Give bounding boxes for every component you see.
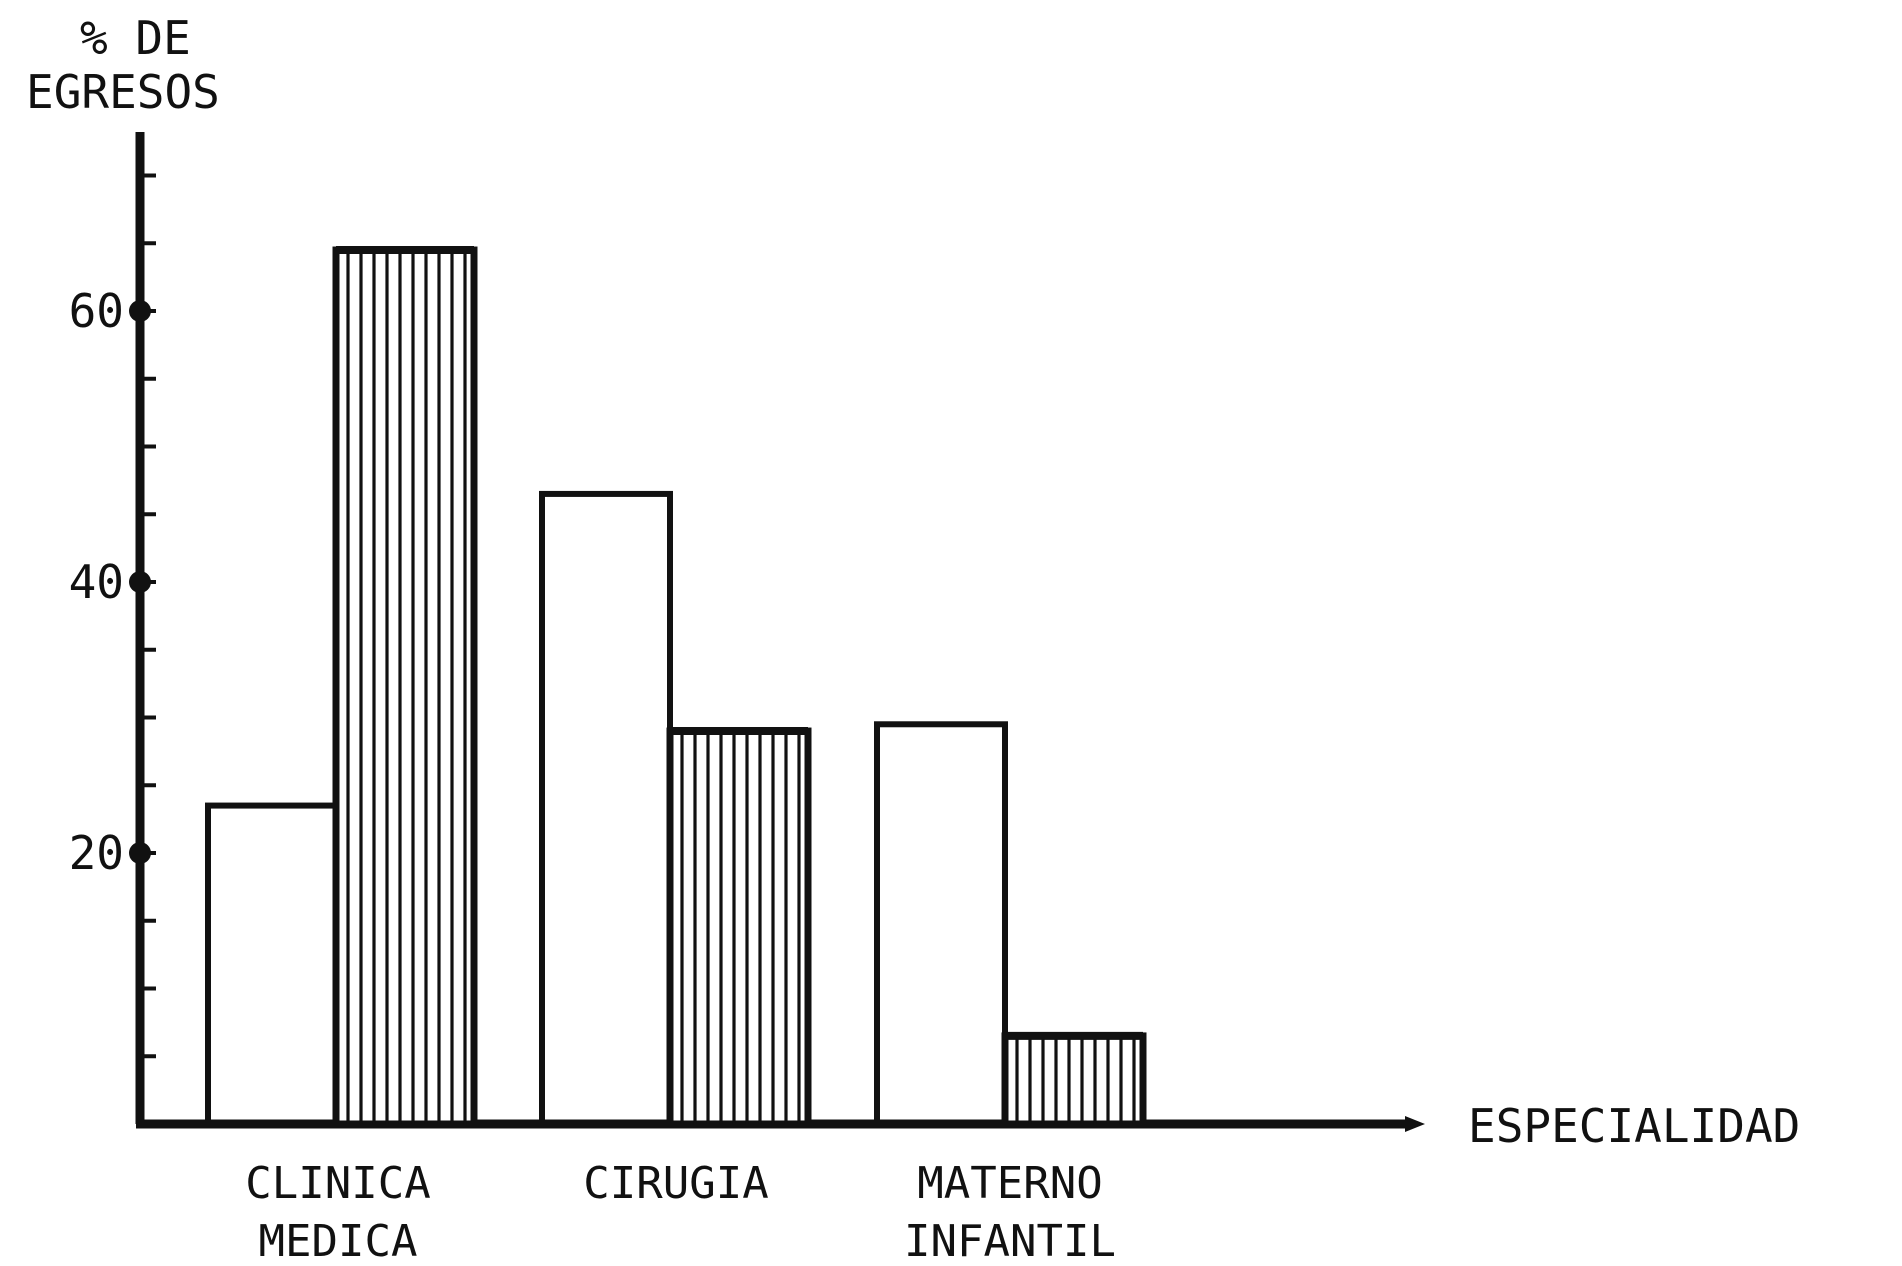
category-labels: CLINICA MEDICA CIRUGIA MATERNO INFANTIL: [245, 1158, 1116, 1266]
bars: [205, 246, 1147, 1128]
major-ticks: 20 40 60: [69, 284, 151, 880]
x-axis-arrowhead: [1405, 1116, 1425, 1132]
x-axis-label: ESPECIALIDAD: [1468, 1099, 1800, 1153]
y-tick-label: 40: [69, 555, 124, 609]
y-axis-label-line-1: % DE: [80, 11, 191, 65]
bar-open: [205, 802, 339, 1127]
bar-hatching: [1005, 1031, 1143, 1124]
category-label: INFANTIL: [904, 1216, 1116, 1266]
bar-open: [874, 721, 1008, 1128]
bar-hatching: [336, 246, 474, 1124]
category-label: CIRUGIA: [583, 1158, 768, 1209]
y-major-tick: [129, 300, 151, 322]
category-label: MATERNO: [917, 1158, 1102, 1209]
category-label: CLINICA: [245, 1158, 430, 1209]
bar-open: [539, 490, 673, 1127]
y-major-tick: [129, 842, 151, 864]
bar-hatching: [670, 727, 808, 1124]
y-tick-label: 60: [69, 284, 124, 338]
y-axis-label-line-2: EGRESOS: [26, 65, 220, 119]
category-label: MEDICA: [259, 1216, 418, 1266]
y-tick-label: 20: [69, 826, 124, 880]
y-major-tick: [129, 571, 151, 593]
